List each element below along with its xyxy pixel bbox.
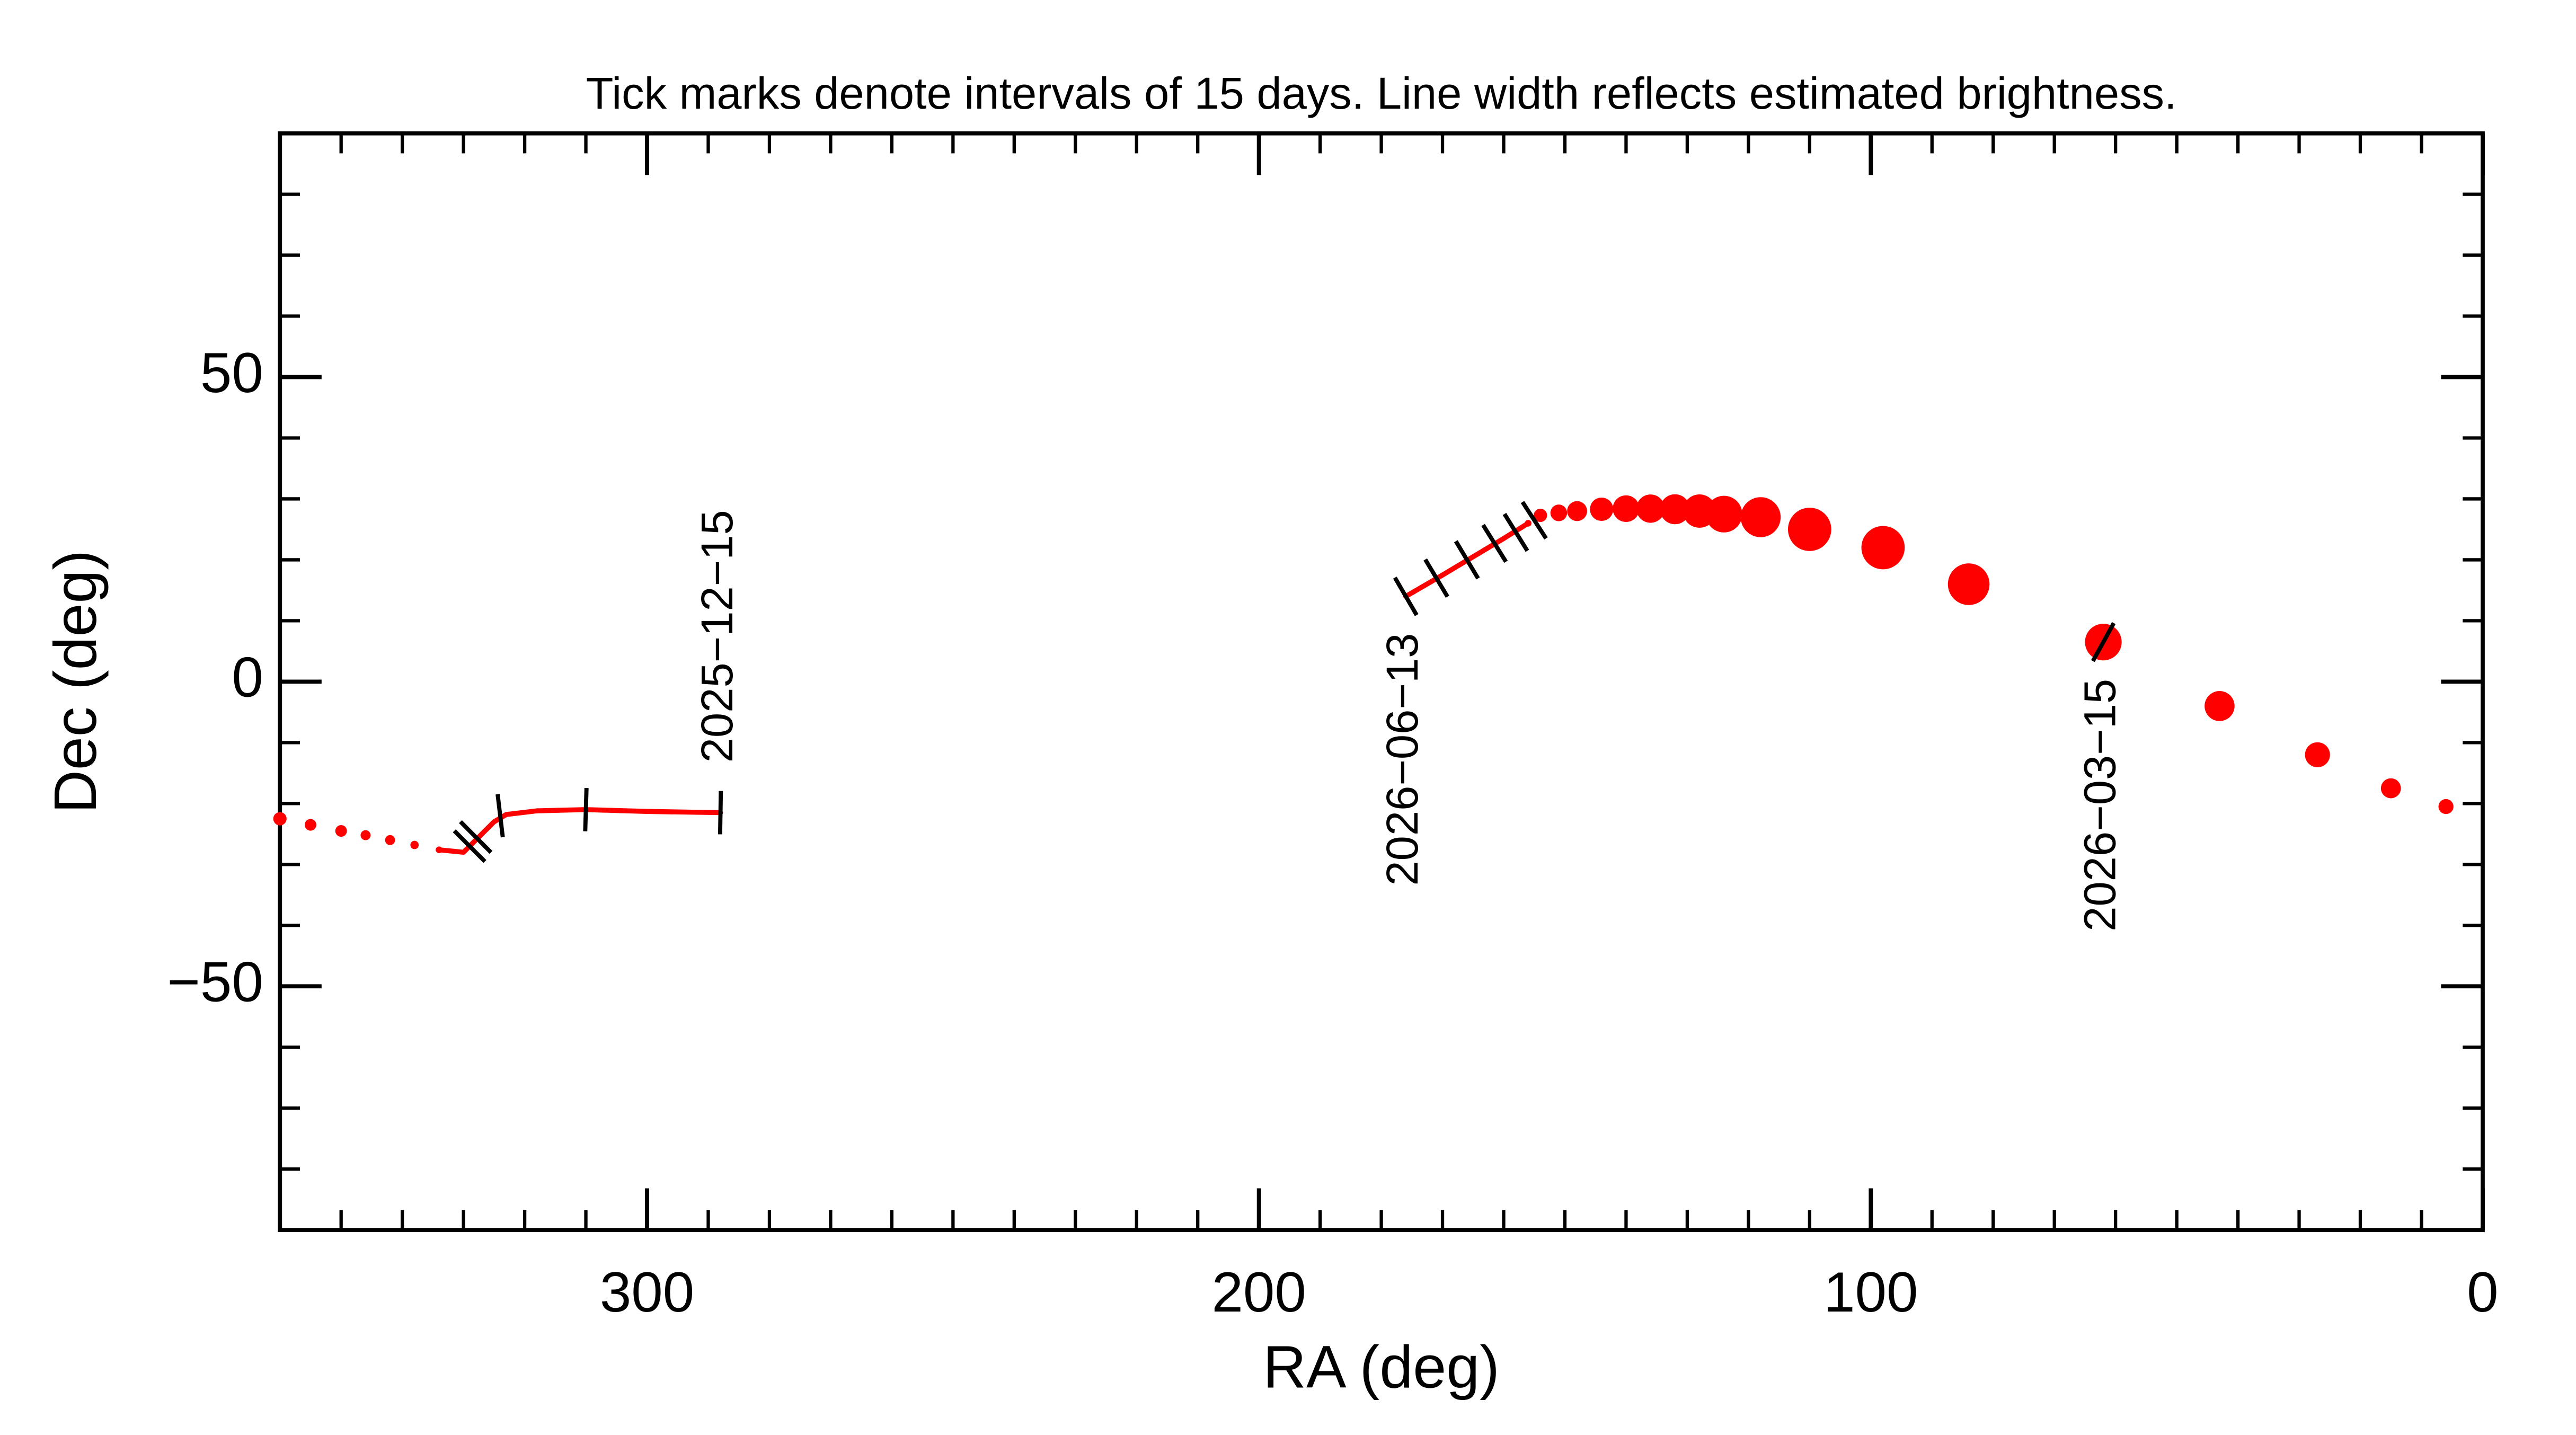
track-line (436, 807, 723, 855)
x-tick-label: 200 (1211, 1260, 1306, 1324)
date-tick (1520, 501, 1548, 540)
date-tick (583, 787, 589, 831)
track-point (1534, 508, 1547, 522)
track-point (1740, 497, 1781, 537)
track-point (1636, 494, 1665, 523)
date-label: 2026−03−15 (2074, 679, 2124, 932)
track-point (385, 835, 395, 845)
date-tick (718, 791, 723, 835)
track-point (1787, 508, 1831, 551)
track-point (1660, 494, 1690, 525)
track-point (2380, 778, 2401, 799)
track-point (2438, 799, 2454, 814)
y-axis-label: Dec (deg) (42, 550, 109, 813)
x-tick-label: 300 (600, 1260, 694, 1324)
date-label: 2026−06−13 (1377, 633, 1427, 886)
track-point (335, 825, 347, 837)
track-point (273, 812, 287, 826)
chart-title: Tick marks denote intervals of 15 days. … (586, 68, 2177, 118)
track-point (1501, 536, 1507, 541)
track-point (1590, 497, 1614, 521)
track-point (1550, 504, 1568, 521)
track-point (479, 831, 484, 837)
track-point (1683, 494, 1716, 528)
track-point (360, 830, 371, 840)
date-tick (495, 794, 505, 838)
track-point (534, 808, 539, 813)
track-point (1948, 563, 1990, 605)
date-tick (2091, 622, 2116, 662)
date-tick (453, 829, 486, 863)
y-tick-label: 0 (232, 645, 263, 709)
date-tick (1454, 540, 1480, 580)
x-tick-label: 100 (1823, 1260, 1918, 1324)
track-point (2305, 742, 2330, 767)
date-tick (1423, 558, 1449, 598)
track-point (461, 849, 466, 855)
y-tick-label: 50 (200, 341, 263, 404)
x-axis-label: RA (deg) (1263, 1333, 1500, 1400)
y-tick-label: −50 (167, 950, 263, 1013)
track-point (1525, 520, 1532, 527)
date-label: 2025−12−15 (692, 510, 742, 763)
track-point (503, 812, 509, 817)
track-point (436, 846, 442, 853)
date-tick (1393, 577, 1419, 616)
date-tick (459, 820, 493, 854)
track-point (1861, 526, 1905, 570)
track-point (1613, 495, 1640, 522)
track-point (410, 840, 419, 849)
date-tick (1502, 512, 1529, 552)
track-point (644, 809, 650, 814)
track-point (1440, 572, 1445, 578)
track-point (1471, 554, 1476, 560)
track-point (491, 819, 497, 825)
date-tick (1481, 524, 1508, 563)
x-tick-label: 0 (2467, 1260, 2498, 1324)
track-point (1567, 501, 1587, 521)
track-point (2205, 691, 2235, 721)
track-point (304, 819, 316, 831)
